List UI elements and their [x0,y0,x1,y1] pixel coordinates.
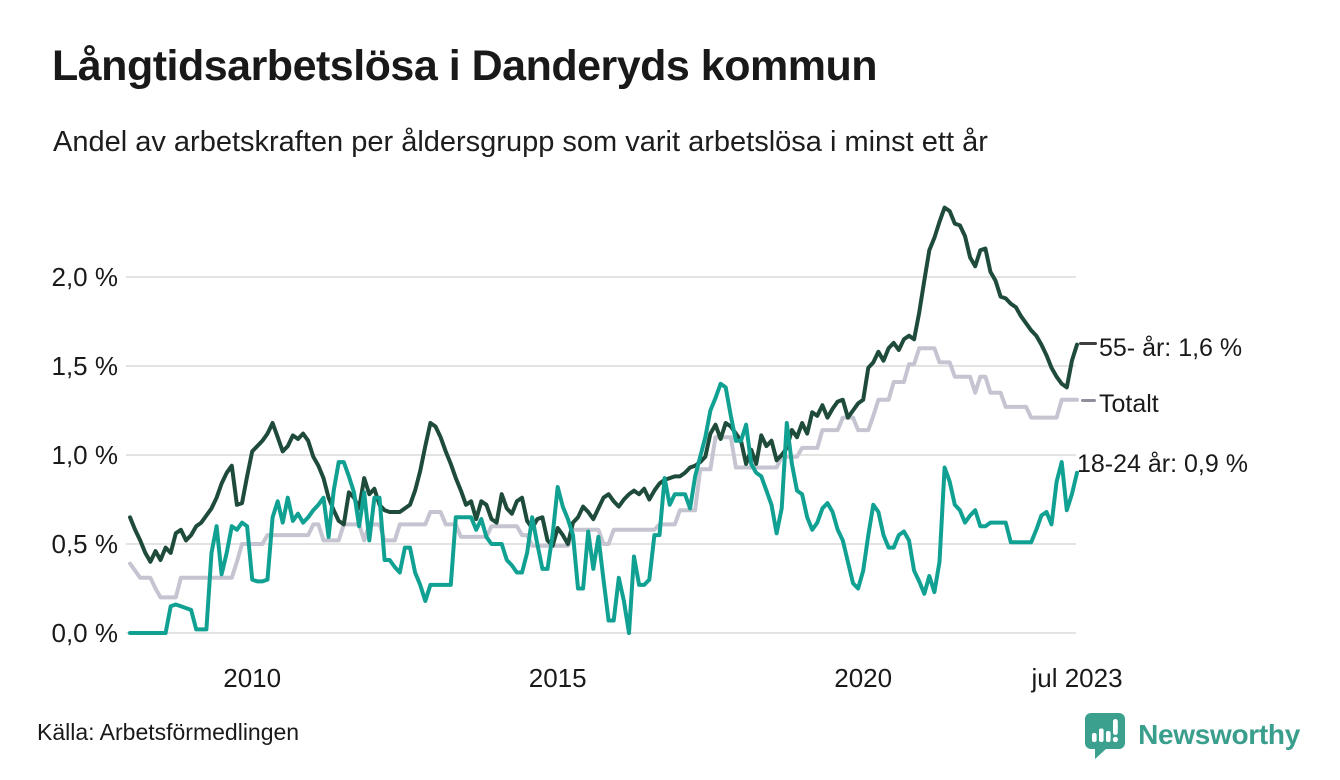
newsworthy-wordmark: Newsworthy [1138,719,1300,750]
series-line-55-r [128,205,1079,564]
newsworthy-logo: Newsworthy [1082,710,1300,760]
y-tick-label: 0,5 % [51,529,119,559]
y-tick-label: 2,0 % [51,262,119,292]
series-end-label-total: Totalt [1099,390,1159,418]
series-end-label-18-24: 18-24 år: 0,9 % [1077,450,1248,478]
series-end-label-55plus: 55- år: 1,6 % [1099,334,1243,362]
series-total-label-dash [1081,399,1096,402]
series-line-totalt [128,346,1079,600]
page-title: Långtidsarbetslösa i Danderyds kommun [52,42,877,90]
x-tick-label: 2020 [834,663,893,693]
series-55plus-label-dash [1079,342,1097,345]
series-line-18-24-r [128,381,1079,635]
x-tick-label: jul 2023 [1031,663,1123,693]
y-tick-label: 1,5 % [51,351,119,381]
source-note: Källa: Arbetsförmedlingen [37,719,300,745]
newsworthy-bubble-icon [1085,713,1126,759]
y-tick-label: 0,0 % [51,618,119,648]
x-tick-label: 2015 [528,663,587,693]
page-subtitle: Andel av arbetskraften per åldersgrupp s… [53,126,988,158]
x-tick-label: 2010 [223,663,282,693]
y-tick-label: 1,0 % [51,440,119,470]
